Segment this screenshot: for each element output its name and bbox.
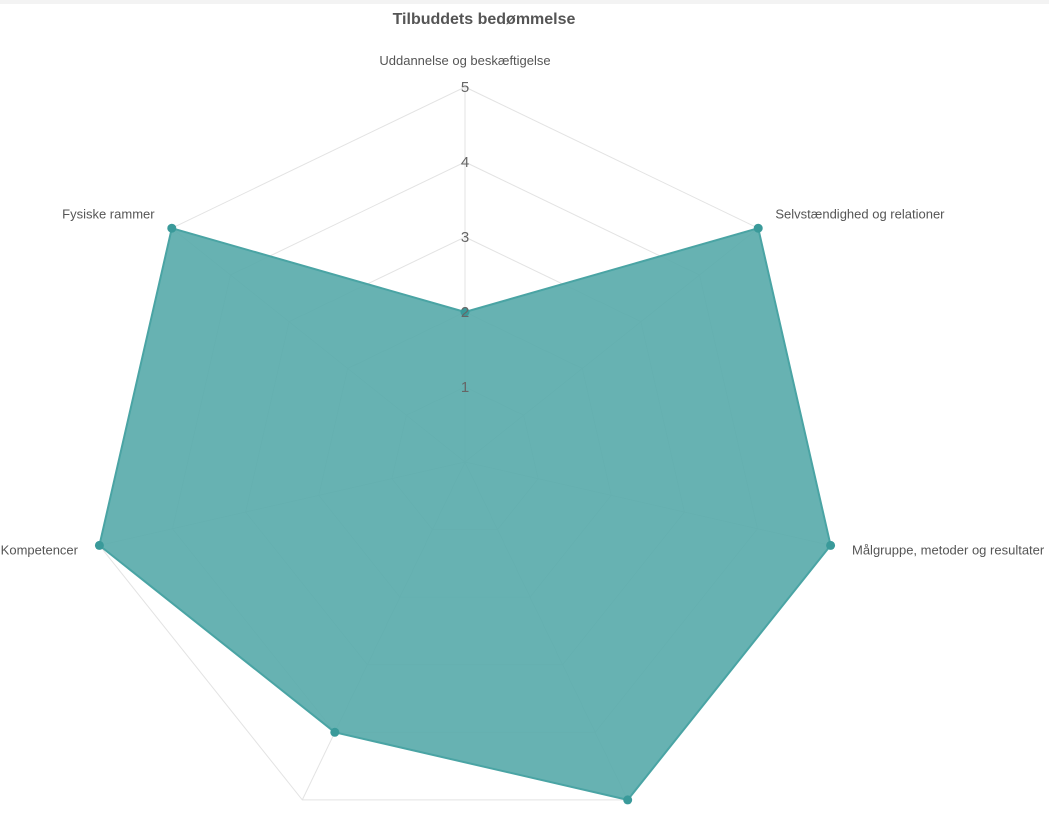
axis-label: Selvstændighed og relationer [775, 207, 945, 222]
axis-label: Målgruppe, metoder og resultater [852, 542, 1045, 557]
series-area [98, 227, 832, 801]
axis-label: Fysiske rammer [62, 207, 155, 222]
data-point[interactable] [167, 223, 177, 233]
tick-label: 5 [461, 79, 469, 96]
data-layer [94, 223, 836, 805]
tick-label: 4 [461, 154, 469, 171]
axis-label: Uddannelse og beskæftigelse [379, 53, 550, 68]
data-point[interactable] [94, 540, 104, 550]
axis-label: Kompetencer [1, 542, 79, 557]
data-point[interactable] [753, 223, 763, 233]
top-strip [0, 0, 1049, 4]
tick-label: 1 [461, 379, 469, 396]
data-point[interactable] [460, 307, 470, 317]
data-point[interactable] [330, 727, 340, 737]
data-point[interactable] [623, 795, 633, 805]
data-point[interactable] [826, 540, 836, 550]
label-layer: Uddannelse og beskæftigelse Selvstændighe… [1, 53, 1045, 822]
tick-label: 2 [461, 304, 469, 321]
chart-title: Tilbuddets bedømmelse [392, 11, 576, 28]
tick-label: 3 [461, 229, 469, 246]
tick-layer: 1 2 3 4 5 [461, 79, 469, 396]
